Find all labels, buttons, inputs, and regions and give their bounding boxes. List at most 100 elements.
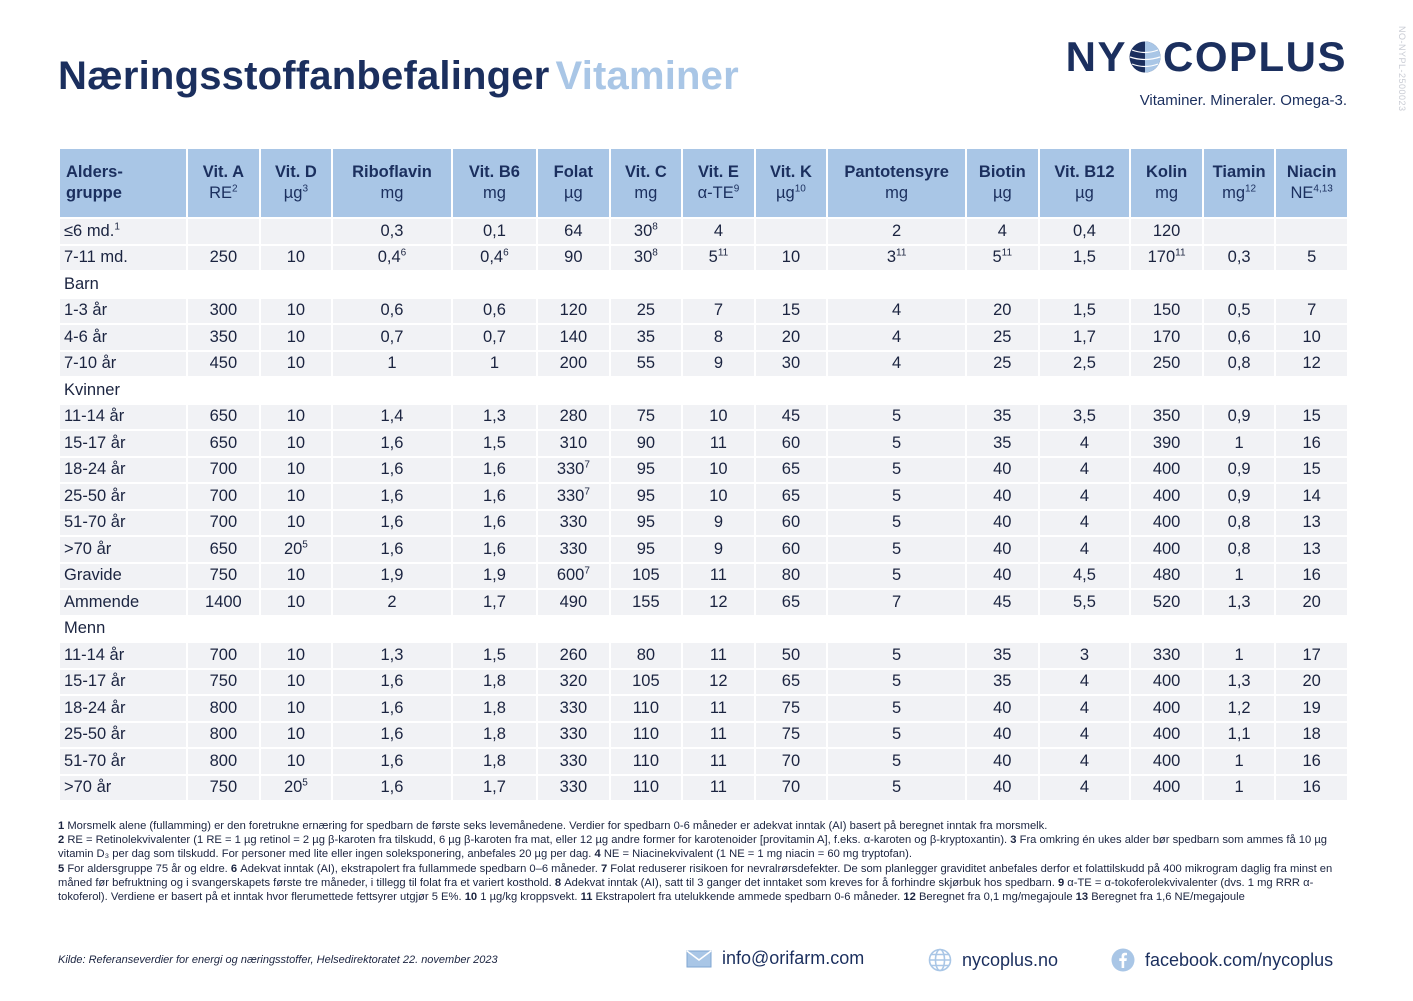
table-cell: 70: [755, 775, 827, 800]
column-name: Tiamin: [1212, 163, 1266, 182]
table-cell: 1,6: [452, 484, 537, 509]
table-cell: 35: [967, 669, 1038, 694]
source-note: Kilde: Referanseverdier for energi og næ…: [58, 954, 498, 966]
column-name: Vit. B12: [1054, 163, 1115, 182]
table-cell: 1,6: [452, 537, 537, 562]
table-cell: 480: [1131, 563, 1202, 588]
web-text[interactable]: nycoplus.no: [962, 949, 1059, 970]
table-cell: 280: [538, 404, 609, 429]
contact-email[interactable]: info@orifarm.com: [686, 948, 864, 969]
table-cell: 1: [1203, 749, 1275, 774]
table-cell: 155: [610, 590, 682, 615]
table-row: ≤6 md.1 0,3 0,1 64 308 4 2 4 0,4 120: [60, 219, 1347, 244]
table-cell: 5: [828, 643, 966, 668]
column-header: Riboflavin mg: [333, 149, 451, 217]
table-cell: 1,6: [333, 722, 451, 747]
table-cell: 110: [610, 696, 682, 721]
table-cell: 750: [188, 775, 259, 800]
table-cell: 10: [260, 563, 332, 588]
row-label: >70 år: [60, 775, 187, 800]
footnote-ref: 4,13: [1313, 183, 1333, 195]
table-cell: 20: [1276, 590, 1347, 615]
table-cell: 0,4: [1039, 219, 1130, 244]
facebook-text[interactable]: facebook.com/nycoplus: [1145, 949, 1334, 970]
table-cell: 12: [683, 669, 754, 694]
column-unit: mg: [634, 184, 658, 202]
table-cell: 35: [967, 404, 1038, 429]
row-label: 4-6 år: [60, 325, 187, 350]
table-cell: 11: [683, 722, 754, 747]
table-cell: 2,5: [1039, 351, 1130, 376]
table-cell: 330: [538, 696, 609, 721]
table-cell: 15: [1276, 404, 1347, 429]
table-cell: 4: [828, 298, 966, 323]
column-unit: mg12: [1222, 183, 1257, 202]
table-cell: 10: [260, 351, 332, 376]
table-cell: 11: [683, 643, 754, 668]
table-cell: 0,3: [333, 219, 451, 244]
table-cell: 95: [610, 457, 682, 482]
footnote-ref: 2: [232, 183, 238, 195]
table-cell: 3307: [538, 457, 609, 482]
footnote-number: 1: [58, 820, 68, 832]
table-cell: 1,8: [452, 722, 537, 747]
column-name: Vit. K: [770, 163, 812, 182]
footnote-text: 1 µg/kg kroppsvekt.: [480, 891, 581, 904]
contact-web[interactable]: nycoplus.no: [928, 948, 1058, 972]
table-cell: 1,6: [452, 457, 537, 482]
column-name: Kolin: [1145, 163, 1188, 182]
table-cell: 10: [260, 325, 332, 350]
table-cell: 5: [828, 484, 966, 509]
table-cell: 650: [188, 537, 259, 562]
row-label: >70 år: [60, 537, 187, 562]
table-cell: 400: [1131, 696, 1202, 721]
table-cell: 8: [683, 325, 754, 350]
table-cell: 40: [967, 510, 1038, 535]
group-label: Barn: [60, 272, 1347, 297]
table-cell: 0,7: [452, 325, 537, 350]
footnote-text: Ekstrapolert fra utelukkende ammede sped…: [595, 891, 904, 904]
table-cell: 0,8: [1203, 510, 1275, 535]
table-cell: 11: [683, 696, 754, 721]
email-text[interactable]: info@orifarm.com: [722, 948, 865, 968]
table-cell: 1,6: [452, 510, 537, 535]
table-cell: 2: [828, 219, 966, 244]
column-unit: µg: [992, 184, 1012, 202]
table-cell: 1,6: [333, 669, 451, 694]
table-row: 15-17 år 750 10 1,6 1,8 320 105 12 65 5 35 4 400 1,3 2…: [60, 669, 1347, 694]
footnote-ref: 7: [584, 486, 590, 498]
table-cell: 0,1: [452, 219, 537, 244]
table-cell: 250: [1131, 351, 1202, 376]
table-cell: 330: [538, 510, 609, 535]
row-label: 11-14 år: [60, 643, 187, 668]
table-cell: 308: [610, 245, 682, 270]
table-cell: 60: [755, 431, 827, 456]
table-cell: 150: [1131, 298, 1202, 323]
table-cell: 750: [188, 563, 259, 588]
table-cell: 3307: [538, 484, 609, 509]
table-cell: 0,9: [1203, 404, 1275, 429]
contact-facebook[interactable]: facebook.com/nycoplus: [1111, 948, 1333, 972]
table-cell: 5: [828, 510, 966, 535]
column-unit: mg: [380, 184, 404, 202]
table-cell: 64: [538, 219, 609, 244]
table-cell: 40: [967, 722, 1038, 747]
column-name: Vit. B6: [468, 163, 520, 182]
table-cell: 50: [755, 643, 827, 668]
table-cell: 1,5: [452, 643, 537, 668]
table-cell: 1400: [188, 590, 259, 615]
table-cell: 0,46: [333, 245, 451, 270]
table-cell: 17: [1276, 643, 1347, 668]
table-cell: 650: [188, 404, 259, 429]
table-cell: 17011: [1131, 245, 1202, 270]
table-cell: 300: [188, 298, 259, 323]
table-cell: 105: [610, 563, 682, 588]
table-cell: 75: [755, 722, 827, 747]
table-cell: 200: [538, 351, 609, 376]
table-cell: 5: [828, 537, 966, 562]
footnote-text: Adekvat inntak (AI), satt til 3 ganger d…: [564, 876, 1058, 889]
table-cell: 1: [333, 351, 451, 376]
table-cell: 4: [1039, 537, 1130, 562]
